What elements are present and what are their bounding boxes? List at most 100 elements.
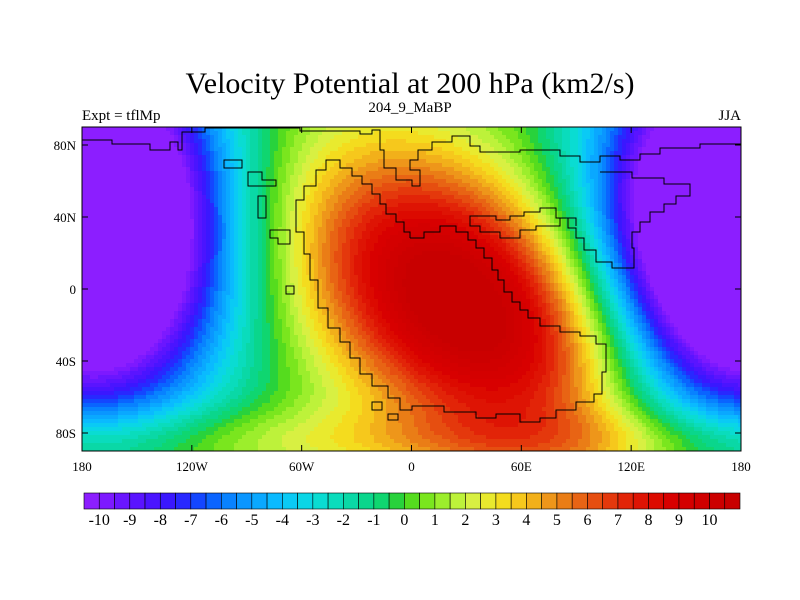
- contour-cell: [246, 435, 251, 440]
- contour-cell: [202, 323, 207, 328]
- contour-cell: [190, 135, 195, 140]
- contour-cell: [242, 399, 247, 404]
- contour-cell: [278, 167, 283, 172]
- contour-cell: [154, 363, 159, 368]
- contour-cell: [186, 311, 191, 316]
- contour-cell: [210, 227, 215, 232]
- contour-cell: [270, 423, 275, 428]
- contour-cell: [86, 411, 91, 416]
- contour-cell: [206, 447, 211, 451]
- contour-cell: [198, 395, 203, 400]
- contour-cell: [182, 415, 187, 420]
- contour-cell: [206, 359, 211, 364]
- contour-cell: [134, 343, 139, 348]
- contour-cell: [186, 259, 191, 264]
- contour-cell: [306, 227, 311, 232]
- contour-cell: [94, 447, 99, 451]
- contour-cell: [82, 279, 87, 284]
- contour-cell: [274, 439, 279, 444]
- contour-cell: [214, 179, 219, 184]
- contour-cell: [170, 179, 175, 184]
- contour-cell: [86, 343, 91, 348]
- contour-cell: [142, 411, 147, 416]
- contour-cell: [246, 283, 251, 288]
- contour-cell: [158, 355, 163, 360]
- contour-cell: [322, 427, 327, 432]
- contour-cell: [82, 203, 87, 208]
- contour-cell: [174, 423, 179, 428]
- contour-cell: [298, 195, 303, 200]
- contour-cell: [326, 139, 331, 144]
- contour-cell: [202, 327, 207, 332]
- contour-cell: [146, 163, 151, 168]
- contour-cell: [278, 379, 283, 384]
- contour-cell: [90, 447, 95, 451]
- contour-cell: [122, 399, 127, 404]
- contour-cell: [226, 239, 231, 244]
- contour-cell: [94, 435, 99, 440]
- contour-cell: [114, 307, 119, 312]
- contour-cell: [306, 259, 311, 264]
- contour-cell: [294, 175, 299, 180]
- contour-cell: [326, 247, 331, 252]
- contour-cell: [94, 183, 99, 188]
- contour-cell: [294, 331, 299, 336]
- contour-cell: [98, 283, 103, 288]
- contour-cell: [306, 195, 311, 200]
- contour-cell: [234, 227, 239, 232]
- contour-cell: [118, 155, 123, 160]
- contour-cell: [154, 143, 159, 148]
- contour-cell: [290, 315, 295, 320]
- contour-cell: [186, 363, 191, 368]
- contour-cell: [94, 367, 99, 372]
- contour-cell: [194, 175, 199, 180]
- contour-cell: [138, 175, 143, 180]
- contour-cell: [98, 207, 103, 212]
- contour-cell: [310, 175, 315, 180]
- contour-cell: [114, 427, 119, 432]
- contour-cell: [250, 231, 255, 236]
- contour-cell: [246, 327, 251, 332]
- contour-cell: [194, 167, 199, 172]
- contour-cell: [286, 371, 291, 376]
- contour-cell: [126, 299, 131, 304]
- contour-cell: [238, 251, 243, 256]
- contour-cell: [118, 367, 123, 372]
- contour-cell: [102, 335, 107, 340]
- contour-cell: [194, 383, 199, 388]
- contour-cell: [198, 407, 203, 412]
- contour-cell: [298, 263, 303, 268]
- contour-cell: [198, 383, 203, 388]
- contour-cell: [238, 127, 243, 132]
- contour-cell: [186, 391, 191, 396]
- contour-cell: [206, 171, 211, 176]
- contour-cell: [86, 171, 91, 176]
- contour-cell: [126, 163, 131, 168]
- contour-cell: [250, 163, 255, 168]
- contour-cell: [202, 219, 207, 224]
- contour-cell: [162, 387, 167, 392]
- contour-cell: [218, 399, 223, 404]
- contour-cell: [206, 151, 211, 156]
- contour-cell: [114, 207, 119, 212]
- contour-cell: [214, 415, 219, 420]
- contour-cell: [94, 159, 99, 164]
- contour-cell: [90, 127, 95, 132]
- contour-cell: [282, 367, 287, 372]
- contour-cell: [310, 363, 315, 368]
- contour-cell: [194, 199, 199, 204]
- contour-cell: [282, 331, 287, 336]
- contour-cell: [142, 211, 147, 216]
- contour-cell: [238, 403, 243, 408]
- contour-cell: [110, 323, 115, 328]
- contour-cell: [162, 355, 167, 360]
- contour-cell: [174, 327, 179, 332]
- contour-cell: [138, 163, 143, 168]
- contour-cell: [266, 447, 271, 451]
- contour-cell: [102, 279, 107, 284]
- contour-cell: [198, 139, 203, 144]
- contour-cell: [174, 207, 179, 212]
- contour-cell: [150, 375, 155, 380]
- contour-cell: [274, 135, 279, 140]
- contour-cell: [318, 139, 323, 144]
